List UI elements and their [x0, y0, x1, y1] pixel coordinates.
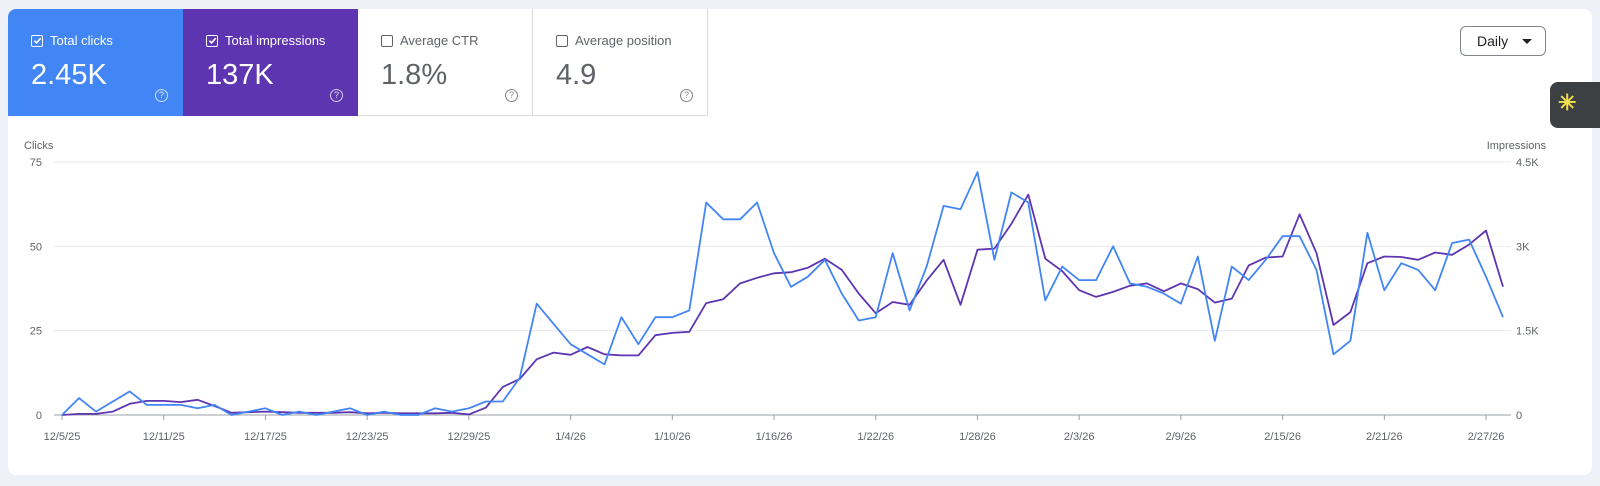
x-tick-label: 12/11/25 — [143, 431, 185, 443]
x-tick-label: 1/10/26 — [654, 431, 691, 443]
checkbox-checked-icon[interactable] — [31, 34, 43, 47]
series-line-impressions — [61, 193, 1504, 416]
metric-tab-average-ctr[interactable]: Average CTR 1.8% ? — [358, 9, 533, 116]
granularity-selected: Daily — [1477, 33, 1509, 49]
dropdown-caret-icon — [1522, 39, 1532, 44]
metric-label: Average position — [575, 33, 672, 48]
help-icon[interactable]: ? — [155, 89, 168, 102]
metric-tab-total-impressions[interactable]: Total impressions 137K ? — [183, 9, 358, 116]
x-tick-label: 1/28/26 — [959, 431, 996, 443]
x-tick-label: 12/5/25 — [44, 431, 81, 443]
metric-tab-total-clicks[interactable]: Total clicks 2.45K ? — [8, 9, 183, 116]
x-tick-label: 12/17/25 — [244, 431, 287, 443]
right-tick-label: 1.5K — [1516, 326, 1539, 338]
x-tick-label: 2/15/26 — [1264, 431, 1301, 443]
metric-label: Total impressions — [225, 33, 326, 48]
help-icon[interactable]: ? — [330, 89, 343, 102]
metric-value: 2.45K — [31, 59, 107, 91]
x-tick-label: 2/27/26 — [1468, 431, 1505, 443]
granularity-dropdown[interactable]: Daily — [1460, 26, 1546, 56]
x-tick-label: 12/29/25 — [447, 431, 490, 443]
x-tick-label: 1/22/26 — [857, 431, 894, 443]
checkbox-checked-icon[interactable] — [206, 34, 218, 47]
x-tick-label: 2/3/26 — [1064, 431, 1095, 443]
metric-label: Average CTR — [400, 33, 479, 48]
metric-value: 4.9 — [556, 59, 597, 91]
left-tick-label: 50 — [30, 241, 42, 253]
metric-tabs: Total clicks 2.45K ? Total impressions 1… — [8, 9, 708, 116]
x-tick-label: 12/23/25 — [346, 431, 389, 443]
checkbox-unchecked-icon[interactable] — [556, 34, 568, 47]
right-tick-label: 4.5K — [1516, 157, 1539, 169]
right-tick-label: 3K — [1516, 241, 1530, 253]
help-icon[interactable]: ? — [680, 89, 693, 102]
x-tick-label: 1/16/26 — [756, 431, 793, 443]
series-line-clicks — [61, 171, 1504, 416]
metric-label: Total clicks — [50, 33, 113, 48]
left-tick-label: 75 — [30, 157, 42, 169]
right-axis-title: Impressions — [1487, 140, 1547, 152]
metric-tab-average-position[interactable]: Average position 4.9 ? — [533, 9, 708, 116]
left-axis-title: Clicks — [24, 140, 54, 152]
help-icon[interactable]: ? — [505, 89, 518, 102]
metric-value: 137K — [206, 59, 274, 91]
x-tick-label: 2/21/26 — [1366, 431, 1403, 443]
checkbox-unchecked-icon[interactable] — [381, 34, 393, 47]
left-tick-label: 25 — [30, 326, 42, 338]
sparkle-icon: ✳ — [1558, 90, 1577, 115]
x-tick-label: 2/9/26 — [1166, 431, 1197, 443]
right-tick-label: 0 — [1516, 410, 1522, 422]
feedback-side-tab[interactable]: ✳ — [1550, 82, 1600, 128]
left-tick-label: 0 — [36, 410, 42, 422]
x-tick-label: 1/4/26 — [555, 431, 586, 443]
metric-value: 1.8% — [381, 59, 448, 91]
performance-card: Total clicks 2.45K ? Total impressions 1… — [8, 9, 1592, 475]
performance-chart: Clicks Impressions 0 25 50 75 0 1.5K 3K 4.5K 12… — [24, 140, 1547, 443]
